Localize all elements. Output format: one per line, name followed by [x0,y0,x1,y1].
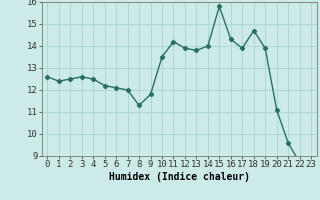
X-axis label: Humidex (Indice chaleur): Humidex (Indice chaleur) [109,172,250,182]
